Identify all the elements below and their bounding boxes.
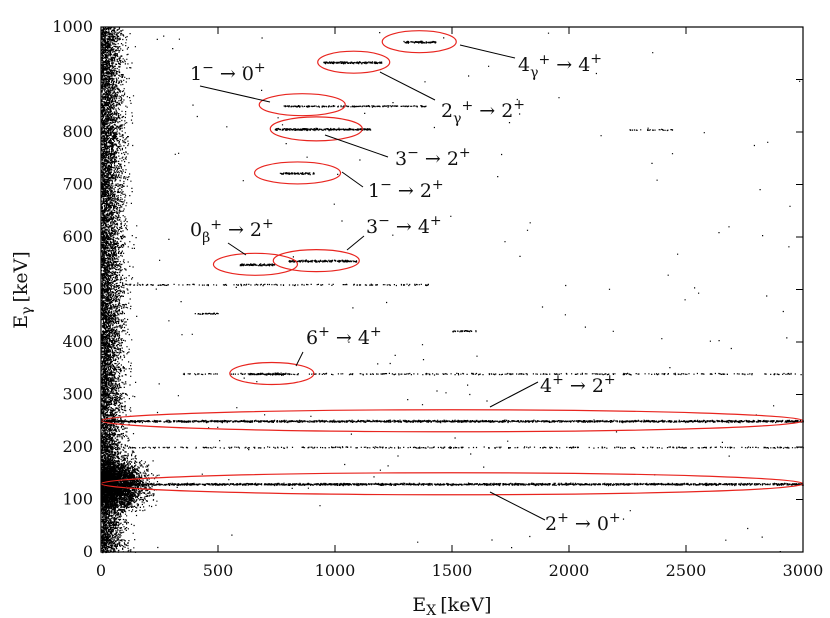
- leader-6-4: [295, 351, 304, 367]
- label-0beta-2: 0β+ → 2+: [190, 216, 274, 246]
- leader-2gamma-2: [379, 71, 436, 101]
- x-tick-label: 3000: [783, 561, 824, 580]
- x-tick-label: 1000: [315, 561, 356, 580]
- label-1minus-2: 1− → 2+: [368, 177, 444, 202]
- y-tick-label: 200: [62, 437, 93, 456]
- x-tick-label: 0: [96, 561, 106, 580]
- x-axis-title: EX [keV]: [412, 594, 491, 618]
- y-tick-label: 1000: [52, 17, 93, 36]
- data-points: [101, 27, 804, 554]
- label-3minus-2: 3− → 2+: [395, 145, 471, 170]
- x-tick-label: 2500: [666, 561, 707, 580]
- leader-3minus-4: [346, 235, 365, 251]
- y-tick-label: 500: [62, 280, 93, 299]
- y-tick-label: 800: [62, 122, 93, 141]
- label-2gamma-2: 2γ+ → 2+: [441, 97, 525, 127]
- annotation-leaders: [199, 44, 546, 521]
- ellipse-4gamma-4: [381, 30, 457, 54]
- y-tick-label: 400: [62, 332, 93, 351]
- ellipse-0beta-2: [212, 252, 299, 276]
- label-6-4: 6+ → 4+: [306, 324, 382, 349]
- leader-2-0: [489, 491, 546, 521]
- label-1minus-0: 1− → 0+: [190, 60, 266, 85]
- leader-1minus-0: [199, 85, 271, 103]
- x-tick-label: 1500: [432, 561, 473, 580]
- ellipse-2gamma-2: [317, 50, 391, 74]
- leader-1minus-2: [341, 171, 364, 188]
- label-2-0: 2+ → 0+: [545, 510, 621, 535]
- leader-3minus-2: [324, 134, 389, 158]
- ellipse-3minus-2: [269, 116, 363, 142]
- x-tick-label: 2000: [549, 561, 590, 580]
- leader-4-2: [489, 381, 539, 408]
- leader-0beta-2: [227, 242, 247, 256]
- ellipse-3minus-4: [272, 249, 360, 273]
- label-4gamma-4: 4γ+ → 4+: [518, 51, 602, 81]
- label-4-2: 4+ → 2+: [540, 372, 616, 397]
- y-tick-label: 700: [62, 175, 93, 194]
- label-3minus-4: 3− → 4+: [366, 213, 442, 238]
- y-tick-label: 0: [83, 542, 93, 561]
- ellipse-1minus-2: [253, 161, 342, 185]
- x-tick-label: 500: [203, 561, 234, 580]
- y-tick-label: 300: [62, 385, 93, 404]
- scatter-points: [101, 27, 804, 554]
- annotation-labels: 4γ+ → 4+ 2γ+ → 2+ 1− → 0+ 3− → 2+ 1− → 2…: [190, 51, 621, 535]
- y-tick-label: 600: [62, 227, 93, 246]
- leader-4gamma-4: [459, 44, 516, 59]
- y-axis-title: Eγ[keV]: [10, 251, 35, 329]
- y-tick-label: 900: [62, 70, 93, 89]
- axis-ticks: 0 500 1000 1500 2000 2500 3000 0 100 200 300 400 500…: [52, 17, 823, 580]
- y-tick-label: 100: [62, 490, 93, 509]
- ellipse-1minus-0: [258, 93, 346, 117]
- ellipse-6-4: [229, 361, 315, 386]
